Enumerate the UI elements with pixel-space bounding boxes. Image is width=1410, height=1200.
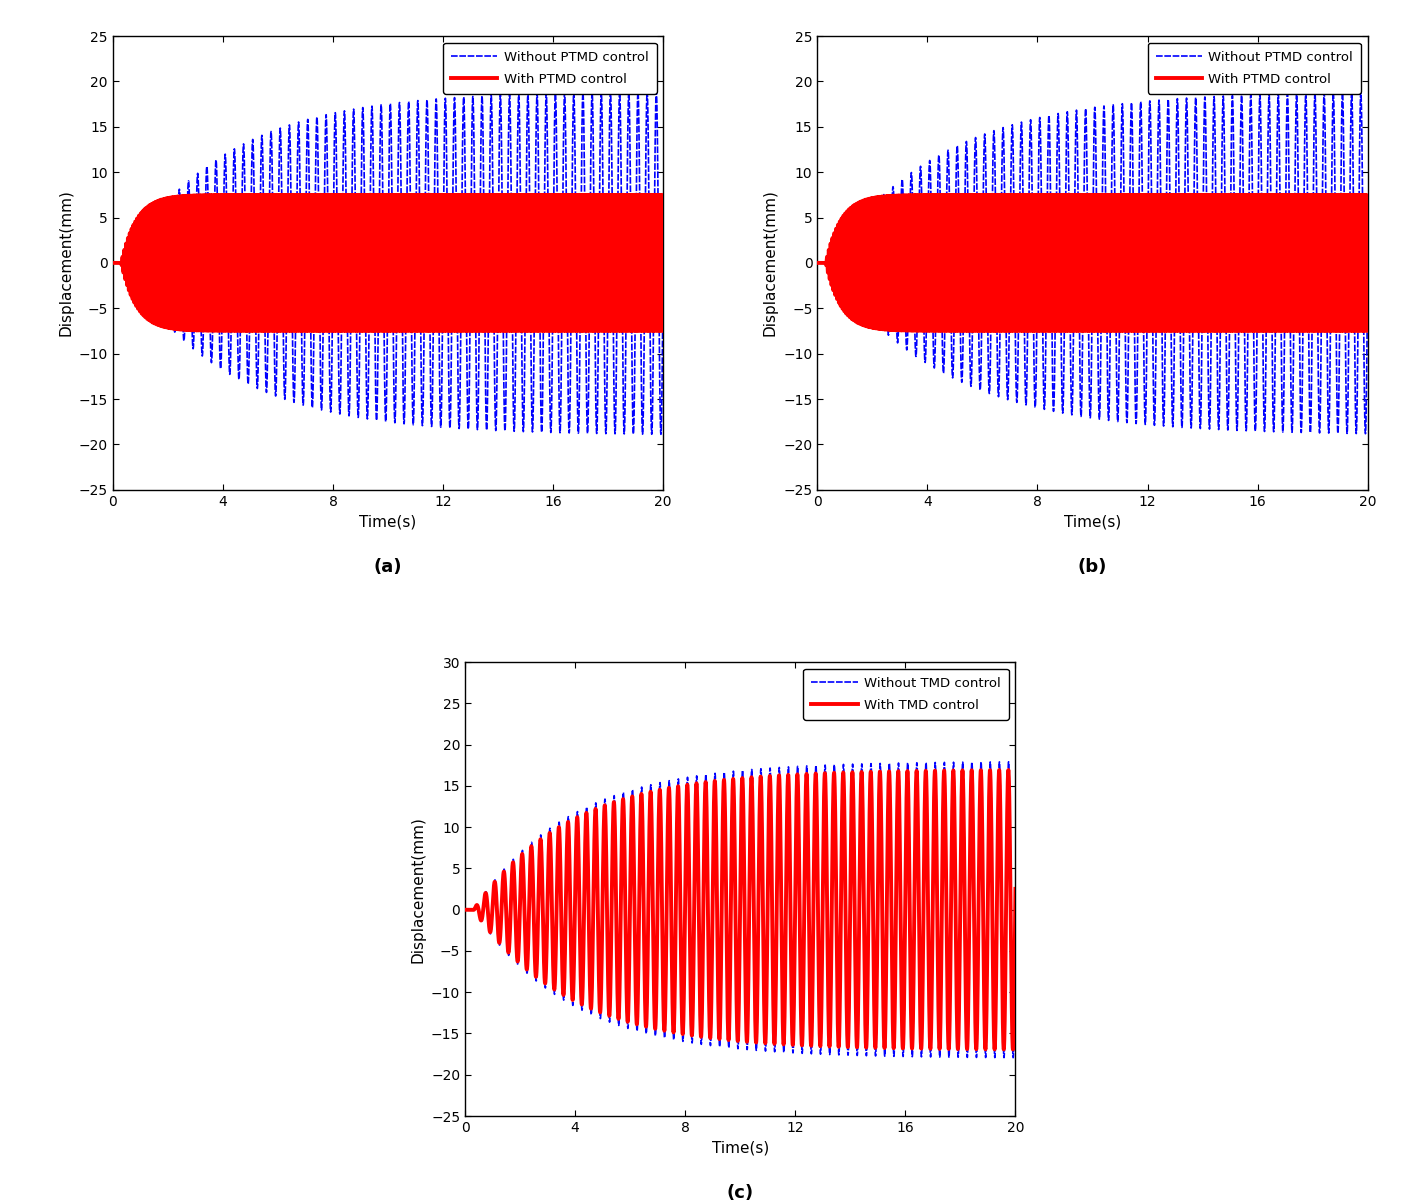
With TMD control <box>1007 882 1024 896</box>
Without TMD control <box>980 802 997 816</box>
Without PTMD control <box>809 256 826 270</box>
X-axis label: Time(s): Time(s) <box>712 1140 768 1156</box>
Without TMD control <box>836 809 853 823</box>
Without PTMD control <box>629 138 646 152</box>
With PTMD control <box>1332 295 1349 310</box>
Without PTMD control <box>1356 426 1373 440</box>
Without PTMD control <box>212 361 228 376</box>
With PTMD control <box>1189 281 1206 295</box>
Without PTMD control <box>1352 85 1369 100</box>
Text: (a): (a) <box>374 558 402 576</box>
With PTMD control <box>809 256 826 270</box>
With PTMD control <box>1355 324 1372 338</box>
Without PTMD control <box>916 355 933 370</box>
With PTMD control <box>161 320 178 335</box>
Without PTMD control <box>1182 354 1198 368</box>
With TMD control <box>1000 763 1017 778</box>
Without PTMD control <box>653 427 670 442</box>
Without TMD control <box>457 902 474 917</box>
With TMD control <box>513 853 530 868</box>
Without PTMD control <box>1131 228 1148 242</box>
With TMD control <box>778 859 795 874</box>
Line: With PTMD control: With PTMD control <box>113 194 663 331</box>
With PTMD control <box>477 252 494 266</box>
Without PTMD control <box>426 227 443 241</box>
Without PTMD control <box>1189 149 1206 163</box>
Without PTMD control <box>866 208 883 222</box>
Without PTMD control <box>161 204 178 218</box>
Without TMD control <box>513 856 530 870</box>
With PTMD control <box>866 320 883 335</box>
Line: Without TMD control: Without TMD control <box>465 762 1015 1057</box>
Without TMD control <box>1007 902 1024 917</box>
Without PTMD control <box>1359 256 1376 270</box>
Without PTMD control <box>654 256 671 270</box>
Without PTMD control <box>647 84 664 98</box>
Without TMD control <box>778 877 795 892</box>
With PTMD control <box>654 256 671 270</box>
With PTMD control <box>1358 187 1375 202</box>
Legend: Without PTMD control, With PTMD control: Without PTMD control, With PTMD control <box>1148 42 1361 94</box>
X-axis label: Time(s): Time(s) <box>360 514 416 529</box>
With TMD control <box>836 830 853 845</box>
Legend: Without TMD control, With TMD control: Without TMD control, With TMD control <box>804 668 1008 720</box>
X-axis label: Time(s): Time(s) <box>1065 514 1121 529</box>
With PTMD control <box>104 256 121 270</box>
With PTMD control <box>1359 256 1376 270</box>
With TMD control <box>829 1000 846 1014</box>
Y-axis label: Displacement(mm): Displacement(mm) <box>763 190 778 336</box>
Line: Without PTMD control: Without PTMD control <box>113 91 663 434</box>
Line: With PTMD control: With PTMD control <box>818 194 1368 331</box>
With PTMD control <box>653 187 670 202</box>
With PTMD control <box>650 324 667 338</box>
Without PTMD control <box>477 355 494 370</box>
Without PTMD control <box>484 148 501 162</box>
Without TMD control <box>1005 1050 1022 1064</box>
With PTMD control <box>1182 252 1198 266</box>
Text: (b): (b) <box>1077 558 1107 576</box>
With PTMD control <box>484 281 501 295</box>
With TMD control <box>457 902 474 917</box>
With TMD control <box>980 793 997 808</box>
Text: (c): (c) <box>726 1184 754 1200</box>
With TMD control <box>564 992 581 1007</box>
With TMD control <box>1004 1043 1021 1057</box>
Line: Without PTMD control: Without PTMD control <box>818 92 1368 433</box>
With PTMD control <box>1131 203 1148 217</box>
Without PTMD control <box>104 256 121 270</box>
With PTMD control <box>916 322 933 336</box>
Line: With TMD control: With TMD control <box>465 770 1015 1050</box>
With PTMD control <box>629 295 646 310</box>
With PTMD control <box>212 322 228 336</box>
Legend: Without PTMD control, With PTMD control: Without PTMD control, With PTMD control <box>443 42 657 94</box>
Y-axis label: Displacement(mm): Displacement(mm) <box>410 816 426 962</box>
Without PTMD control <box>1332 139 1349 154</box>
Y-axis label: Displacement(mm): Displacement(mm) <box>58 190 73 336</box>
With PTMD control <box>426 203 443 217</box>
Without TMD control <box>829 989 846 1003</box>
Without TMD control <box>564 998 581 1013</box>
Without TMD control <box>1000 755 1017 769</box>
